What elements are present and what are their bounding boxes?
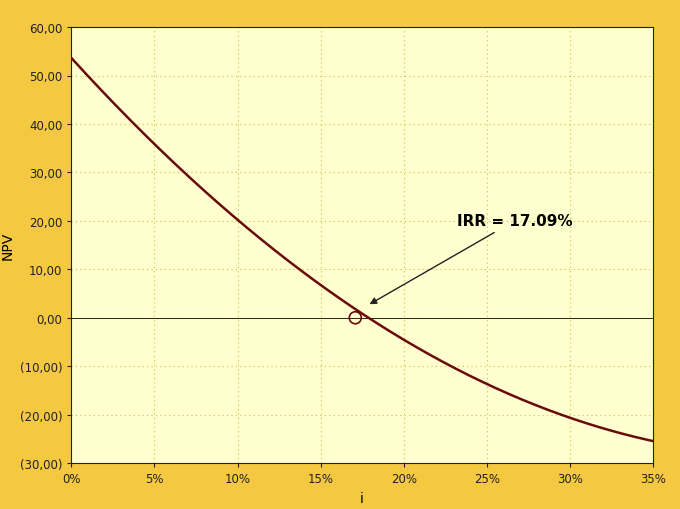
X-axis label: i: i bbox=[360, 491, 364, 505]
Text: IRR = 17.09%: IRR = 17.09% bbox=[371, 214, 573, 304]
Y-axis label: NPV: NPV bbox=[0, 232, 14, 260]
